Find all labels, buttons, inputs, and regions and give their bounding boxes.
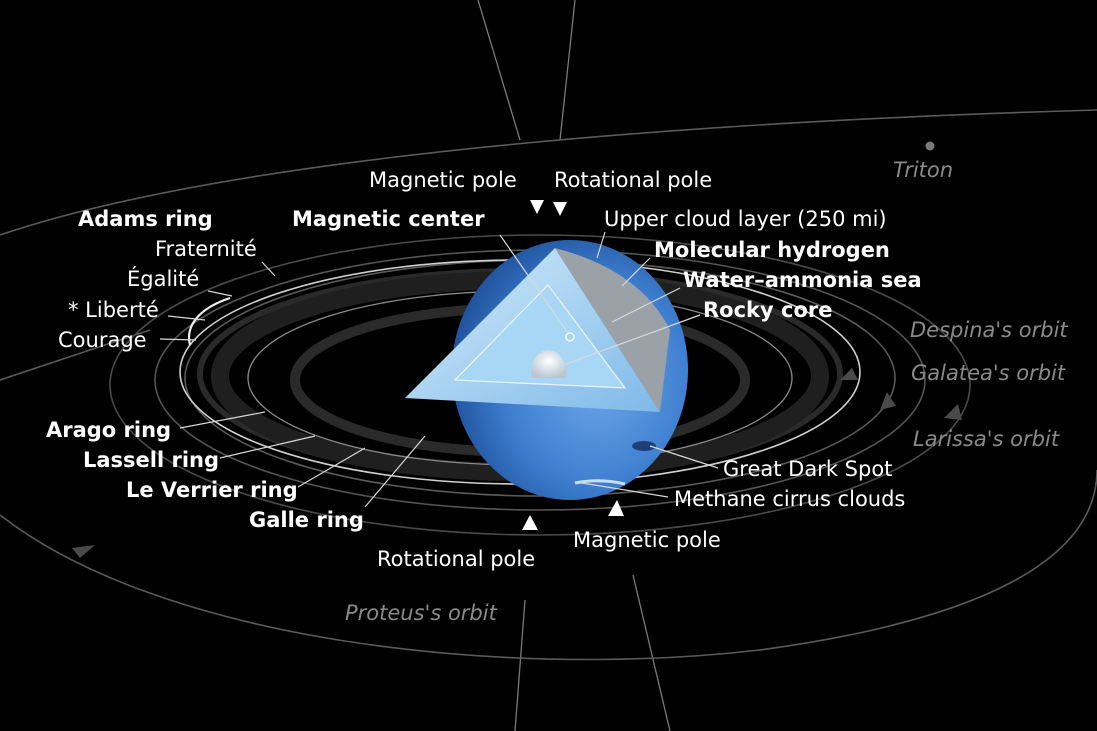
galle-leader xyxy=(364,435,426,508)
magnetic-center-leader xyxy=(499,234,569,334)
arago-ring-label: Arago ring xyxy=(46,418,171,442)
neptune-planet xyxy=(405,240,688,500)
fraternite-label: Fraternité xyxy=(155,237,257,261)
galatea-orbit-label: Galatea's orbit xyxy=(911,361,1066,385)
water-ammonia-leader xyxy=(611,287,681,323)
magnetic-pole-bottom-label: Magnetic pole xyxy=(573,528,721,552)
le-verrier-ring-label: Le Verrier ring xyxy=(126,478,298,502)
galle-ring-label: Galle ring xyxy=(249,508,364,532)
rotational-axis-top xyxy=(559,0,576,141)
rotational-pole-bottom-marker xyxy=(522,515,538,530)
water-ammonia-label: Water–ammonia sea xyxy=(683,268,922,292)
rotational-pole-top-label: Rotational pole xyxy=(554,168,712,192)
orbit-arrow-4 xyxy=(840,368,858,380)
magnetic-pole-top-label: Magnetic pole xyxy=(369,168,517,192)
rotational-pole-bottom-label: Rotational pole xyxy=(377,547,535,571)
egalite-label: Égalité xyxy=(127,266,199,291)
magnetic-pole-bottom-marker xyxy=(608,500,624,516)
magnetic-center-dot xyxy=(565,332,575,342)
despina-orbit-label: Despina's orbit xyxy=(910,318,1068,342)
proteus-orbit-label: Proteus's orbit xyxy=(345,601,498,625)
le-verrier-leader xyxy=(297,447,366,488)
molecular-hydrogen-label: Molecular hydrogen xyxy=(654,238,890,262)
rocky-core-leader xyxy=(565,314,701,365)
magnetic-pole-top-marker xyxy=(530,200,544,214)
courage-leader xyxy=(159,338,197,341)
methane-cirrus-label: Methane cirrus clouds xyxy=(674,487,905,511)
lassell-ring-label: Lassell ring xyxy=(83,448,219,472)
larissa-orbit-label: Larissa's orbit xyxy=(913,427,1060,451)
triton-moon xyxy=(925,141,935,151)
water-ammonia-layer xyxy=(453,284,627,389)
great-dark-spot xyxy=(632,441,656,451)
pole-markers xyxy=(522,200,624,530)
triton-orbit-path xyxy=(0,109,1097,236)
lassell-leader xyxy=(219,435,316,459)
great-dark-spot-leader xyxy=(649,445,719,469)
magnetic-axis-top xyxy=(477,0,521,141)
magnetic-center-label: Magnetic center xyxy=(292,207,485,231)
adams-ring-label: Adams ring xyxy=(78,207,213,231)
arago-leader xyxy=(179,411,266,429)
courage-label: Courage xyxy=(58,328,147,352)
liberte-leader xyxy=(167,315,206,321)
great-dark-spot-label: Great Dark Spot xyxy=(723,457,892,481)
rocky-core-layer xyxy=(531,350,567,378)
proteus-orbit-path xyxy=(0,469,1097,661)
leader-lines xyxy=(159,231,719,508)
moon-orbits xyxy=(0,109,1097,661)
egalite-leader xyxy=(207,290,233,297)
triton-orbit-lower xyxy=(0,329,151,381)
orbit-arrow-2 xyxy=(944,404,962,420)
orbit-arrow-1 xyxy=(72,545,95,558)
fraternite-leader xyxy=(261,261,276,277)
triton-label: Triton xyxy=(893,158,953,182)
upper-cloud-label: Upper cloud layer (250 mi) xyxy=(604,207,887,231)
rotational-axis-bottom xyxy=(514,599,526,731)
orbit-arrow-3 xyxy=(880,392,896,410)
methane-cirrus-leader xyxy=(575,481,669,498)
larissa-orbit-path xyxy=(109,234,971,536)
labels: Magnetic pole Rotational pole Rotational… xyxy=(46,158,1068,625)
liberte-label: * Liberté xyxy=(68,298,159,322)
orbit-arrows xyxy=(72,368,962,558)
rotational-pole-top-marker xyxy=(553,202,567,216)
cutaway-back-wall xyxy=(555,248,670,412)
upper-cloud-leader xyxy=(596,231,606,259)
magnetic-axis-bottom xyxy=(632,574,671,731)
pole-axes xyxy=(477,0,671,731)
rocky-core-label: Rocky core xyxy=(703,298,833,322)
molecular-hydrogen-leader xyxy=(621,257,651,287)
